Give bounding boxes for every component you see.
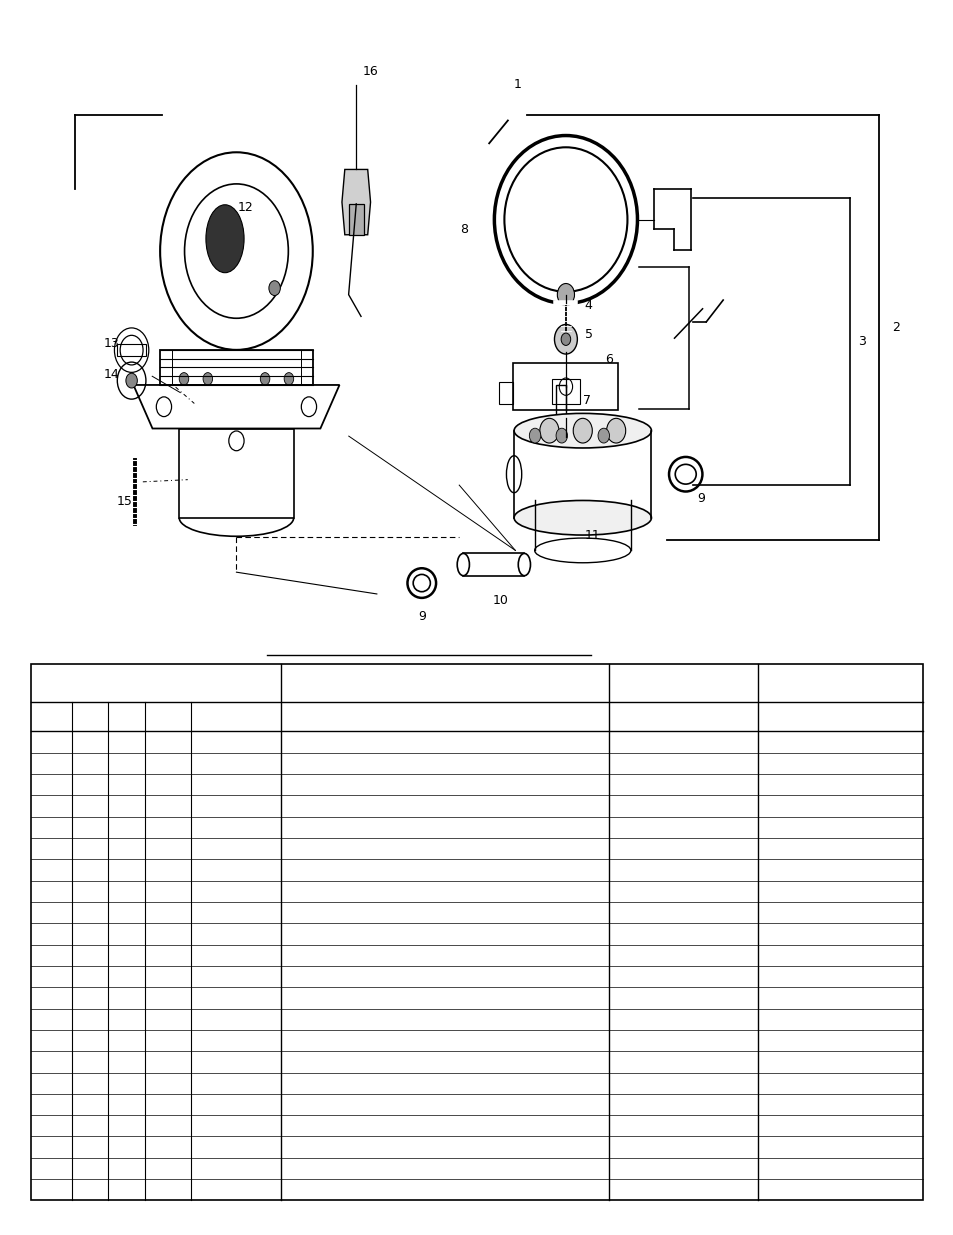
Text: 3: 3 [857,335,865,348]
Circle shape [606,419,625,443]
Circle shape [557,284,574,306]
Text: 5: 5 [584,329,592,341]
Text: 9: 9 [417,610,425,624]
Circle shape [260,373,270,385]
Text: 4: 4 [584,299,592,312]
Circle shape [560,333,570,346]
Circle shape [179,373,189,385]
Bar [556,385,565,417]
Bar [348,204,363,235]
Text: 6: 6 [604,353,613,367]
Circle shape [269,280,280,295]
Circle shape [284,373,294,385]
Circle shape [556,429,567,443]
Text: 12: 12 [237,201,253,214]
Circle shape [203,373,213,385]
Bar [172,350,301,385]
Text: 7: 7 [582,394,590,406]
Circle shape [573,419,592,443]
Text: 14: 14 [104,368,119,380]
Text: 2: 2 [891,321,899,333]
Text: 15: 15 [116,495,132,508]
Ellipse shape [514,500,651,535]
Text: 16: 16 [362,65,378,78]
Text: 10: 10 [492,594,508,606]
Circle shape [126,373,137,388]
Bar [117,345,146,357]
Ellipse shape [514,414,651,448]
Bar [513,363,618,410]
Circle shape [598,429,609,443]
Circle shape [539,419,558,443]
Ellipse shape [206,205,244,273]
Text: 13: 13 [104,337,119,350]
Bar [160,350,313,385]
Text: 11: 11 [583,529,599,542]
Text: 9: 9 [697,492,704,505]
Bar [179,429,294,517]
Bar [30,664,923,1200]
Circle shape [529,429,540,443]
Bar [498,382,513,404]
Text: 1: 1 [513,78,520,91]
Bar [551,379,579,404]
Text: 8: 8 [460,222,468,236]
Polygon shape [341,169,370,235]
Circle shape [554,325,577,354]
